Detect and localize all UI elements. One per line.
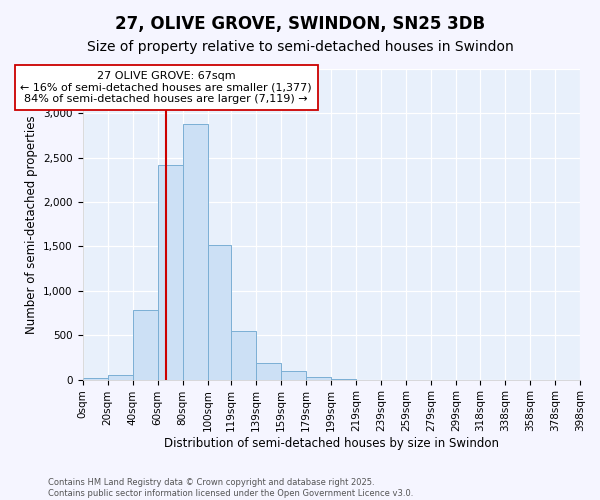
Y-axis label: Number of semi-detached properties: Number of semi-detached properties [25,115,38,334]
Bar [158,165,182,380]
Text: Contains HM Land Registry data © Crown copyright and database right 2025.
Contai: Contains HM Land Registry data © Crown c… [48,478,413,498]
Bar [133,310,158,380]
Text: 27, OLIVE GROVE, SWINDON, SN25 3DB: 27, OLIVE GROVE, SWINDON, SN25 3DB [115,15,485,33]
Text: 27 OLIVE GROVE: 67sqm
← 16% of semi-detached houses are smaller (1,377)
84% of s: 27 OLIVE GROVE: 67sqm ← 16% of semi-deta… [20,71,312,104]
Bar [281,371,306,380]
Bar [83,378,107,380]
Bar [306,377,331,380]
Bar [208,244,231,380]
X-axis label: Distribution of semi-detached houses by size in Swindon: Distribution of semi-detached houses by … [164,437,499,450]
Bar [107,375,133,380]
Bar [182,124,208,380]
Bar [256,362,281,380]
Bar [231,331,256,380]
Text: Size of property relative to semi-detached houses in Swindon: Size of property relative to semi-detach… [86,40,514,54]
